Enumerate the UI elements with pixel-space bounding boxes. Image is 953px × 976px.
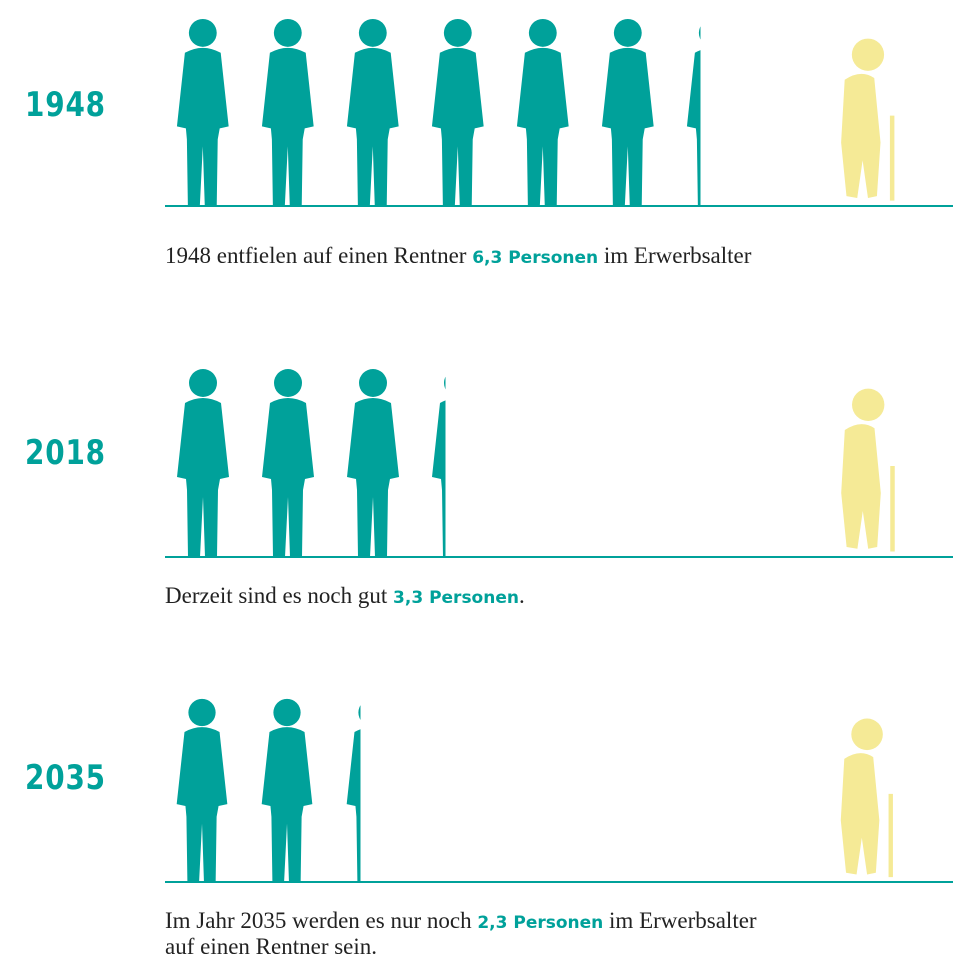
working-persons (177, 369, 484, 557)
body (262, 48, 314, 206)
head (444, 369, 472, 397)
body (347, 727, 398, 882)
caption: Im Jahr 2035 werden es nur noch 2,3 Pers… (165, 908, 757, 960)
person-figure (602, 19, 654, 206)
caption-text: auf einen Rentner sein. (165, 934, 377, 959)
year-label: 2018 (25, 433, 106, 473)
body (177, 398, 229, 557)
body (347, 48, 399, 206)
year-label: 1948 (25, 85, 106, 125)
head (851, 719, 883, 751)
caption-highlight: 2,3 Personen (477, 913, 603, 933)
person-figure (262, 699, 313, 882)
body (177, 727, 228, 882)
head (699, 19, 727, 47)
body (347, 398, 399, 557)
person-figure (517, 19, 569, 206)
head (274, 369, 302, 397)
head (188, 699, 215, 726)
head (852, 39, 884, 71)
caption: 1948 entfielen auf einen Rentner 6,3 Per… (165, 243, 751, 269)
person-figure (347, 699, 398, 882)
body (262, 398, 314, 557)
person-figure (177, 369, 229, 557)
person-figure (347, 19, 399, 206)
caption-text: Derzeit sind es noch gut (165, 583, 393, 608)
retiree-figure (841, 389, 892, 552)
body (177, 48, 229, 206)
person-figure (432, 369, 484, 557)
caption-text: im Erwerbsalter (603, 908, 756, 933)
working-persons (177, 19, 739, 206)
body (841, 424, 881, 549)
head (189, 19, 217, 47)
caption: Derzeit sind es noch gut 3,3 Personen. (165, 583, 525, 609)
person-figure (177, 699, 228, 882)
working-persons (177, 699, 398, 882)
head (852, 389, 884, 421)
retiree-figure (841, 719, 891, 878)
head (189, 369, 217, 397)
person-figure (262, 369, 314, 557)
head (614, 19, 642, 47)
head (274, 19, 302, 47)
caption-text: 1948 entfielen auf einen Rentner (165, 243, 472, 268)
caption-text: . (519, 583, 525, 608)
body (841, 753, 880, 874)
caption-highlight: 6,3 Personen (472, 248, 598, 268)
head (359, 19, 387, 47)
person-figure (262, 19, 314, 206)
head (273, 699, 300, 726)
retiree-figure (841, 39, 892, 201)
body (517, 48, 569, 206)
body (262, 727, 313, 882)
person-figure (347, 369, 399, 557)
pictogram-area (0, 0, 953, 976)
person-figure (432, 19, 484, 206)
caption-text: im Erwerbsalter (598, 243, 751, 268)
infographic: 1948 1948 entfielen auf einen Rentner 6,3… (0, 0, 953, 976)
body (841, 74, 880, 198)
caption-text: Im Jahr 2035 werden es nur noch (165, 908, 477, 933)
head (529, 19, 557, 47)
person-figure (687, 19, 739, 206)
body (602, 48, 654, 206)
body (432, 48, 484, 206)
head (359, 369, 387, 397)
person-figure (177, 19, 229, 206)
head (358, 699, 385, 726)
body (432, 398, 484, 557)
caption-highlight: 3,3 Personen (393, 588, 519, 608)
year-label: 2035 (25, 758, 106, 798)
head (444, 19, 472, 47)
body (687, 48, 739, 206)
